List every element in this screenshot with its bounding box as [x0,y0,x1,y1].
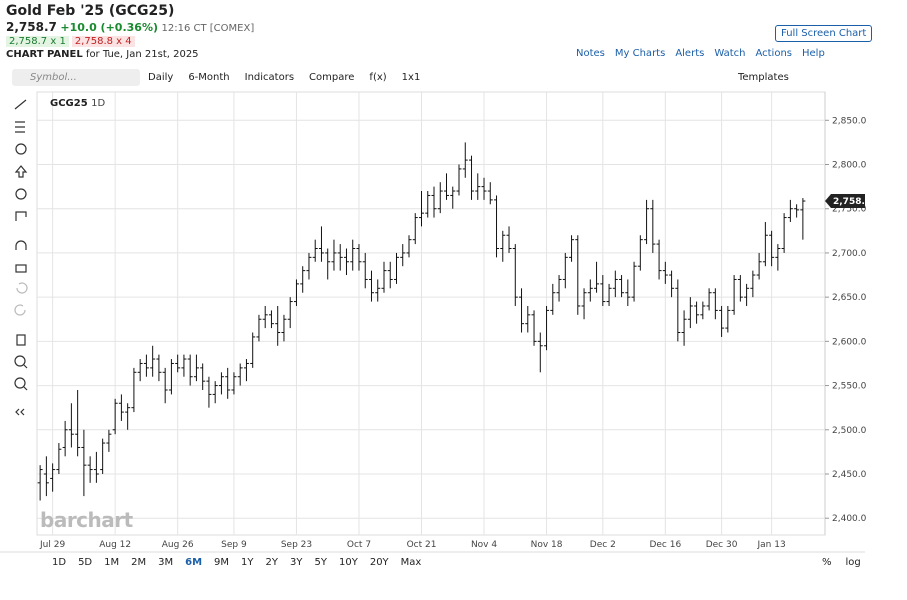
range-button[interactable]: 5D [78,557,93,568]
menu-item[interactable]: My Charts [614,48,666,59]
range-button[interactable]: 1Y [241,557,254,568]
fullscreen-button[interactable]: Full Screen Chart [775,25,873,42]
legend: GCG25 1D [50,98,105,109]
menu-item[interactable]: Watch [714,48,746,59]
x-tick-label: Dec 30 [706,540,738,550]
y-tick-label: 2,500.0 [832,426,867,436]
toolbar-item[interactable]: f(x) [369,72,387,83]
bid-ask: 2,758.7 x 1 2,758.8 x 4 [6,36,135,47]
y-tick-label: 2,550.0 [832,382,867,392]
last-price: 2,758.7 [6,20,57,34]
range-button[interactable]: 6M [185,557,203,568]
y-tick-label: 2,750.0 [832,205,867,215]
range-button[interactable]: 9M [214,557,230,568]
watermark: barchart [40,508,133,532]
scale-options: % log [822,557,861,568]
x-tick-label: Nov 18 [531,540,563,550]
menu-item[interactable]: Alerts [675,48,705,59]
y-tick-label: 2,800.0 [832,161,867,171]
range-button[interactable]: 1M [104,557,120,568]
menu-item[interactable]: Help [802,48,825,59]
range-button[interactable]: Max [400,557,422,568]
menu-item[interactable]: Notes [576,48,605,59]
y-tick-label: 2,650.0 [832,293,867,303]
y-tick-label: 2,600.0 [832,337,867,347]
range-button[interactable]: 20Y [369,557,389,568]
scale-option[interactable]: log [845,557,861,568]
bid: 2,758.7 x 1 [6,36,69,47]
x-tick-label: Dec 2 [590,540,616,550]
x-tick-label: Sep 9 [221,540,247,550]
plot-frame [36,91,826,536]
panel-label: CHART PANEL [6,49,83,60]
x-tick-label: Jul 29 [39,540,65,550]
range-button[interactable]: 10Y [338,557,358,568]
x-tick-label: Nov 4 [471,540,497,550]
range-button[interactable]: 2Y [265,557,279,568]
toolbar-item[interactable]: 1x1 [401,72,421,83]
toolbar-item[interactable]: Indicators [244,72,295,83]
y-tick-label: 2,450.0 [832,470,867,480]
x-tick-label: Jan 13 [757,540,786,550]
x-tick-label: Aug 12 [99,540,131,550]
legend-entry: GCG25 [50,98,88,109]
x-tick-label: Oct 21 [407,540,437,550]
symbol-search[interactable]: Symbol... [12,69,140,86]
ask: 2,758.8 x 4 [71,36,135,47]
x-tick-label: Sep 23 [281,540,312,550]
range-button[interactable]: 1D [52,557,67,568]
templates-button[interactable]: Templates [738,72,789,83]
last-price-label: 2,758.7 [833,197,871,207]
toolbar-item[interactable]: 6-Month [188,72,230,83]
last-price-tag [825,194,865,209]
menu: Notes My Charts Alerts Watch Actions Help [576,48,825,59]
instrument-title: Gold Feb '25 (GCG25) [6,3,175,19]
chart-panel-label: CHART PANEL for Tue, Jan 21st, 2025 [6,49,199,60]
x-tick-label: Aug 26 [162,540,194,550]
x-tick-label: Oct 7 [347,540,371,550]
y-tick-label: 2,700.0 [832,249,867,259]
range-button[interactable]: 5Y [314,557,327,568]
range-button[interactable]: 3M [158,557,174,568]
x-tick-label: Dec 16 [649,540,681,550]
quote: 2,758.7 +10.0 (+0.36%) 12:16 CT [COMEX] [6,20,254,34]
range-buttons: 1D 5D 1M 2M 3M 6M 9M 1Y 2Y 3Y 5Y 10Y 20Y Max [52,557,421,568]
toolbar-items: Daily 6-Month Indicators Compare f(x) 1x1 [148,72,420,83]
y-tick-label: 2,400.0 [832,514,867,524]
toolbar-item[interactable]: Compare [309,72,355,83]
range-button[interactable]: 3Y [290,557,303,568]
price-change: +10.0 (+0.36%) [60,21,158,34]
y-tick-label: 2,850.0 [832,116,867,126]
toolbar-item[interactable]: Daily [148,72,174,83]
toolbar: Symbol... Daily 6-Month Indicators Compare f… [0,66,865,90]
range-button[interactable]: 2M [131,557,147,568]
quote-time: 12:16 CT [COMEX] [161,23,255,34]
menu-item[interactable]: Actions [755,48,792,59]
scale-option[interactable]: % [822,557,832,568]
drawing-tools[interactable] [14,99,28,416]
interval: 1D [91,98,106,109]
panel-date: for Tue, Jan 21st, 2025 [85,49,199,60]
